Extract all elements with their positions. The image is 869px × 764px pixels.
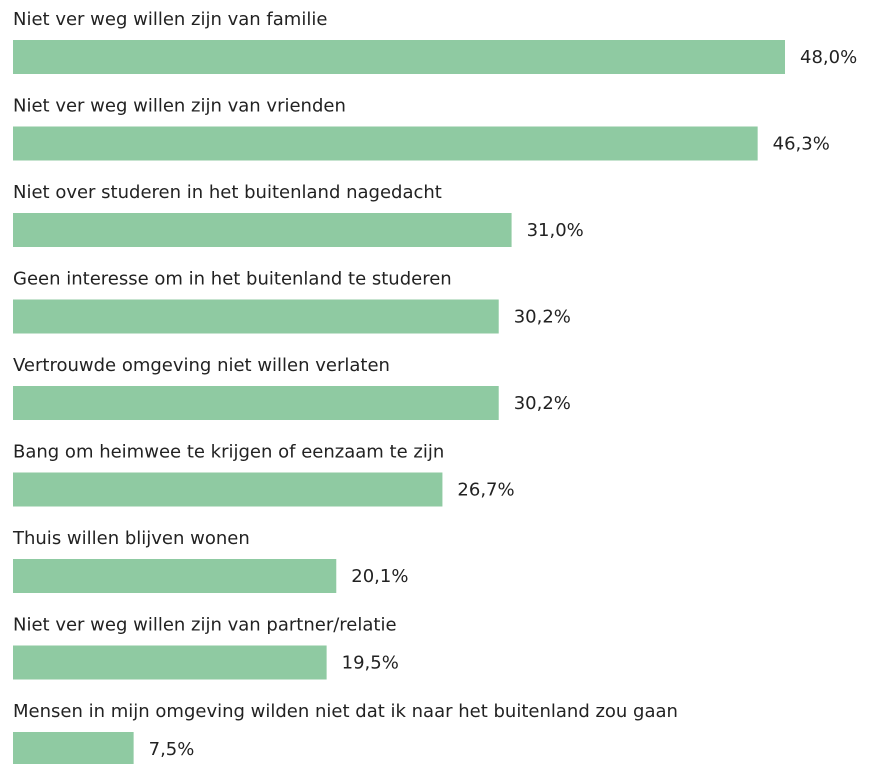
bar [13, 732, 134, 764]
bar [13, 40, 785, 74]
bar [13, 386, 499, 420]
value-label: 30,2% [514, 393, 571, 414]
value-label: 30,2% [514, 307, 571, 328]
value-label: 26,7% [457, 480, 514, 501]
bar [13, 559, 337, 593]
value-label: 48,0% [800, 47, 857, 68]
category-label: Niet ver weg willen zijn van familie [13, 9, 327, 30]
category-label: Niet ver weg willen zijn van partner/rel… [13, 615, 397, 636]
category-label: Mensen in mijn omgeving wilden niet dat … [13, 701, 678, 722]
category-label: Niet over studeren in het buitenland nag… [13, 182, 442, 203]
bar [13, 213, 512, 247]
value-label: 7,5% [149, 739, 195, 760]
category-label: Vertrouwde omgeving niet willen verlaten [13, 355, 390, 376]
value-label: 19,5% [342, 653, 399, 674]
bar [13, 299, 499, 334]
bar [13, 472, 443, 507]
category-label: Thuis willen blijven wonen [12, 528, 250, 549]
value-label: 31,0% [527, 220, 584, 241]
value-label: 46,3% [773, 134, 830, 155]
category-label: Geen interesse om in het buitenland te s… [13, 269, 452, 290]
bar [13, 645, 327, 680]
bar [13, 126, 758, 161]
category-label: Niet ver weg willen zijn van vrienden [13, 96, 346, 117]
category-label: Bang om heimwee te krijgen of eenzaam te… [13, 442, 444, 463]
value-label: 20,1% [351, 566, 408, 587]
